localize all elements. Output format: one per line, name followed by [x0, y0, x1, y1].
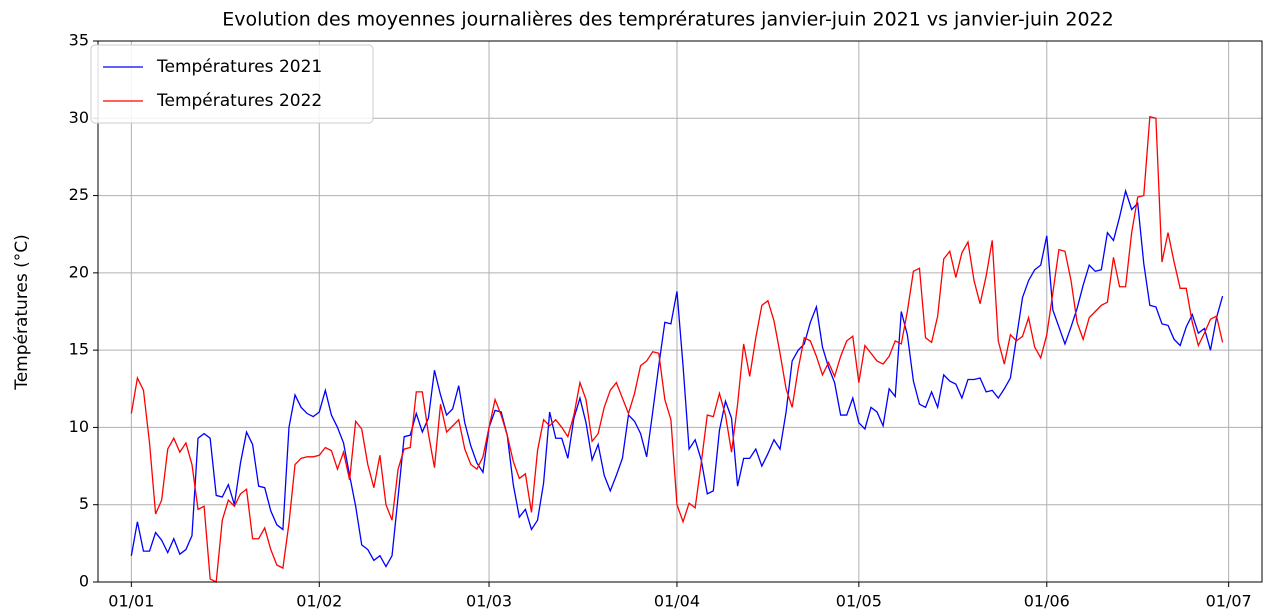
x-tick-label: 01/06 — [1024, 592, 1070, 611]
x-tick-label: 01/07 — [1206, 592, 1252, 611]
chart-title: Evolution des moyennes journalières des … — [222, 9, 1113, 31]
y-axis-label: Températures (°C) — [12, 234, 32, 391]
legend-label: Températures 2021 — [156, 57, 322, 77]
series-line — [130, 115, 1224, 584]
x-tick-label: 01/03 — [466, 592, 512, 611]
legend-box — [90, 44, 374, 124]
y-tick-label: 5 — [79, 494, 89, 513]
plot-frame — [97, 40, 1263, 583]
y-tick-label: 0 — [79, 572, 89, 591]
y-tick-label: 30 — [69, 108, 89, 127]
series-line — [130, 188, 1224, 568]
legend-label: Températures 2022 — [156, 91, 322, 111]
x-tick-label: 01/05 — [836, 592, 882, 611]
y-tick-label: 20 — [69, 262, 89, 281]
y-tick-label: 15 — [69, 340, 89, 359]
x-tick-label: 01/01 — [108, 592, 154, 611]
y-tick-label: 25 — [69, 185, 89, 204]
y-tick-label: 35 — [69, 31, 89, 50]
y-tick-label: 10 — [69, 417, 89, 436]
x-tick-label: 01/02 — [296, 592, 342, 611]
x-tick-label: 01/04 — [654, 592, 700, 611]
